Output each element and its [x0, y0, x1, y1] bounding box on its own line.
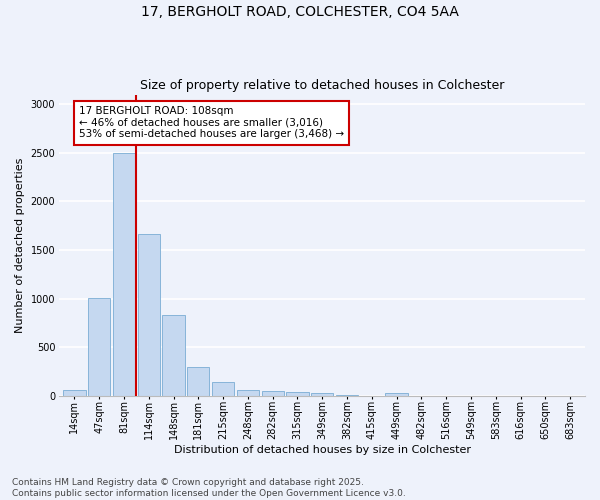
Bar	[63, 390, 86, 396]
Bar	[311, 394, 334, 396]
Text: 17 BERGHOLT ROAD: 108sqm
← 46% of detached houses are smaller (3,016)
53% of sem: 17 BERGHOLT ROAD: 108sqm ← 46% of detach…	[79, 106, 344, 140]
Bar	[88, 298, 110, 396]
X-axis label: Distribution of detached houses by size in Colchester: Distribution of detached houses by size …	[174, 445, 471, 455]
Bar	[262, 390, 284, 396]
Y-axis label: Number of detached properties: Number of detached properties	[15, 158, 25, 333]
Bar	[336, 395, 358, 396]
Bar	[113, 153, 135, 396]
Bar	[187, 366, 209, 396]
Bar	[137, 234, 160, 396]
Bar	[237, 390, 259, 396]
Bar	[163, 315, 185, 396]
Text: 17, BERGHOLT ROAD, COLCHESTER, CO4 5AA: 17, BERGHOLT ROAD, COLCHESTER, CO4 5AA	[141, 5, 459, 19]
Bar	[385, 393, 408, 396]
Text: Contains HM Land Registry data © Crown copyright and database right 2025.
Contai: Contains HM Land Registry data © Crown c…	[12, 478, 406, 498]
Title: Size of property relative to detached houses in Colchester: Size of property relative to detached ho…	[140, 79, 505, 92]
Bar	[286, 392, 308, 396]
Bar	[212, 382, 234, 396]
